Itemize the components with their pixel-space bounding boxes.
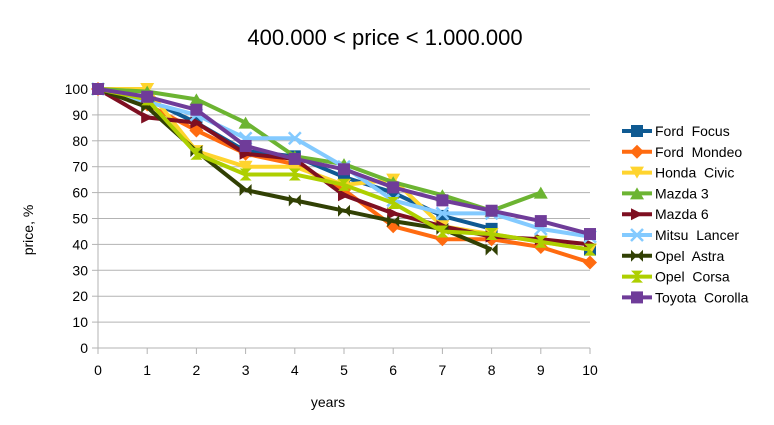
x-tick-label: 4 xyxy=(291,362,299,378)
legend-label: Toyota Corolla xyxy=(655,289,749,305)
legend-marker xyxy=(630,144,644,159)
data-point xyxy=(338,178,350,191)
legend-item: Mitsu Lancer xyxy=(622,227,739,243)
data-point xyxy=(436,194,449,207)
legend-marker xyxy=(630,166,644,179)
x-tick-label: 7 xyxy=(439,362,447,378)
chart-title: 400.000 < price < 1.000.000 xyxy=(247,25,522,50)
data-point xyxy=(239,184,252,197)
x-tick-label: 10 xyxy=(582,362,598,378)
x-tick-label: 6 xyxy=(389,362,397,378)
x-tick-label: 9 xyxy=(537,362,545,378)
legend-item: Opel Corsa xyxy=(622,269,730,285)
data-point xyxy=(387,196,400,209)
y-tick-label: 10 xyxy=(72,314,88,330)
y-tick-label: 90 xyxy=(72,107,88,123)
data-point xyxy=(387,215,400,228)
data-point xyxy=(288,168,301,181)
data-point xyxy=(485,228,498,241)
legend-item: Mazda 3 xyxy=(622,185,709,201)
data-point xyxy=(288,194,301,207)
data-point xyxy=(435,206,450,221)
legend-item: Mazda 6 xyxy=(622,206,709,222)
data-point xyxy=(485,243,498,256)
series-line xyxy=(97,87,542,213)
y-tick-label: 0 xyxy=(80,340,88,356)
data-point xyxy=(141,90,154,103)
data-point xyxy=(583,255,597,270)
legend-marker xyxy=(631,208,643,221)
data-point xyxy=(338,204,350,217)
data-point xyxy=(190,147,203,160)
data-point xyxy=(534,235,547,248)
legend-label: Mitsu Lancer xyxy=(655,227,739,243)
legend-marker xyxy=(631,249,643,262)
legend-marker xyxy=(631,270,643,283)
legend-item: Toyota Corolla xyxy=(622,289,749,305)
data-point xyxy=(288,152,301,165)
data-point xyxy=(338,163,350,176)
legend-label: Mazda 6 xyxy=(655,206,709,222)
data-point xyxy=(533,186,548,199)
y-tick-label: 60 xyxy=(72,185,88,201)
y-tick-label: 50 xyxy=(72,211,88,227)
legend-label: Ford Mondeo xyxy=(655,144,742,160)
legend-label: Honda Civic xyxy=(655,165,734,181)
legend-label: Ford Focus xyxy=(655,123,730,139)
data-point xyxy=(190,103,203,116)
data-point xyxy=(239,168,252,181)
legend-label: Opel Corsa xyxy=(655,269,730,285)
data-point xyxy=(584,228,596,241)
legend-label: Mazda 3 xyxy=(655,185,709,201)
y-tick-label: 100 xyxy=(65,81,89,97)
legend-item: Opel Astra xyxy=(622,248,724,264)
data-point xyxy=(141,111,154,124)
y-tick-label: 40 xyxy=(72,236,88,252)
y-axis-title: price, % xyxy=(20,205,36,256)
data-point xyxy=(436,225,449,238)
legend-item: Honda Civic xyxy=(622,165,734,181)
x-tick-label: 1 xyxy=(143,362,151,378)
series-8 xyxy=(92,83,596,241)
data-point xyxy=(238,160,253,173)
legend-marker xyxy=(630,228,644,242)
x-tick-label: 8 xyxy=(488,362,496,378)
data-point xyxy=(190,116,203,129)
data-point xyxy=(387,207,400,220)
legend-marker xyxy=(630,187,644,200)
x-tick-label: 3 xyxy=(242,362,250,378)
x-tick-label: 0 xyxy=(94,362,102,378)
legend-item: Ford Focus xyxy=(622,123,730,139)
data-point xyxy=(189,93,204,106)
legend: Ford Focus Ford Mondeo Honda Civic Mazda 3 M… xyxy=(622,123,749,305)
x-axis-title: years xyxy=(311,394,345,410)
data-point xyxy=(485,204,498,217)
x-tick-label: 2 xyxy=(193,362,201,378)
y-tick-label: 20 xyxy=(72,288,88,304)
x-tick-label: 5 xyxy=(340,362,348,378)
y-tick-label: 70 xyxy=(72,159,88,175)
data-point xyxy=(239,139,252,152)
y-tick-label: 30 xyxy=(72,262,88,278)
series-lines xyxy=(91,82,597,270)
legend-marker xyxy=(631,291,643,304)
legend-marker xyxy=(631,125,643,137)
legend-label: Opel Astra xyxy=(655,248,724,264)
series-line xyxy=(97,87,591,252)
data-point xyxy=(287,131,302,146)
y-tick-label: 80 xyxy=(72,133,88,149)
legend-item: Ford Mondeo xyxy=(622,144,742,160)
data-point xyxy=(584,243,596,256)
axes: 0 10 20 30 40 50 60 70 80 90 100 0 1 2 3 4 5 6 7 8 9 10 xyxy=(65,81,598,378)
data-point xyxy=(92,83,104,95)
data-point xyxy=(238,116,253,129)
data-point xyxy=(338,189,350,202)
data-point xyxy=(387,181,400,194)
data-point xyxy=(534,215,547,228)
